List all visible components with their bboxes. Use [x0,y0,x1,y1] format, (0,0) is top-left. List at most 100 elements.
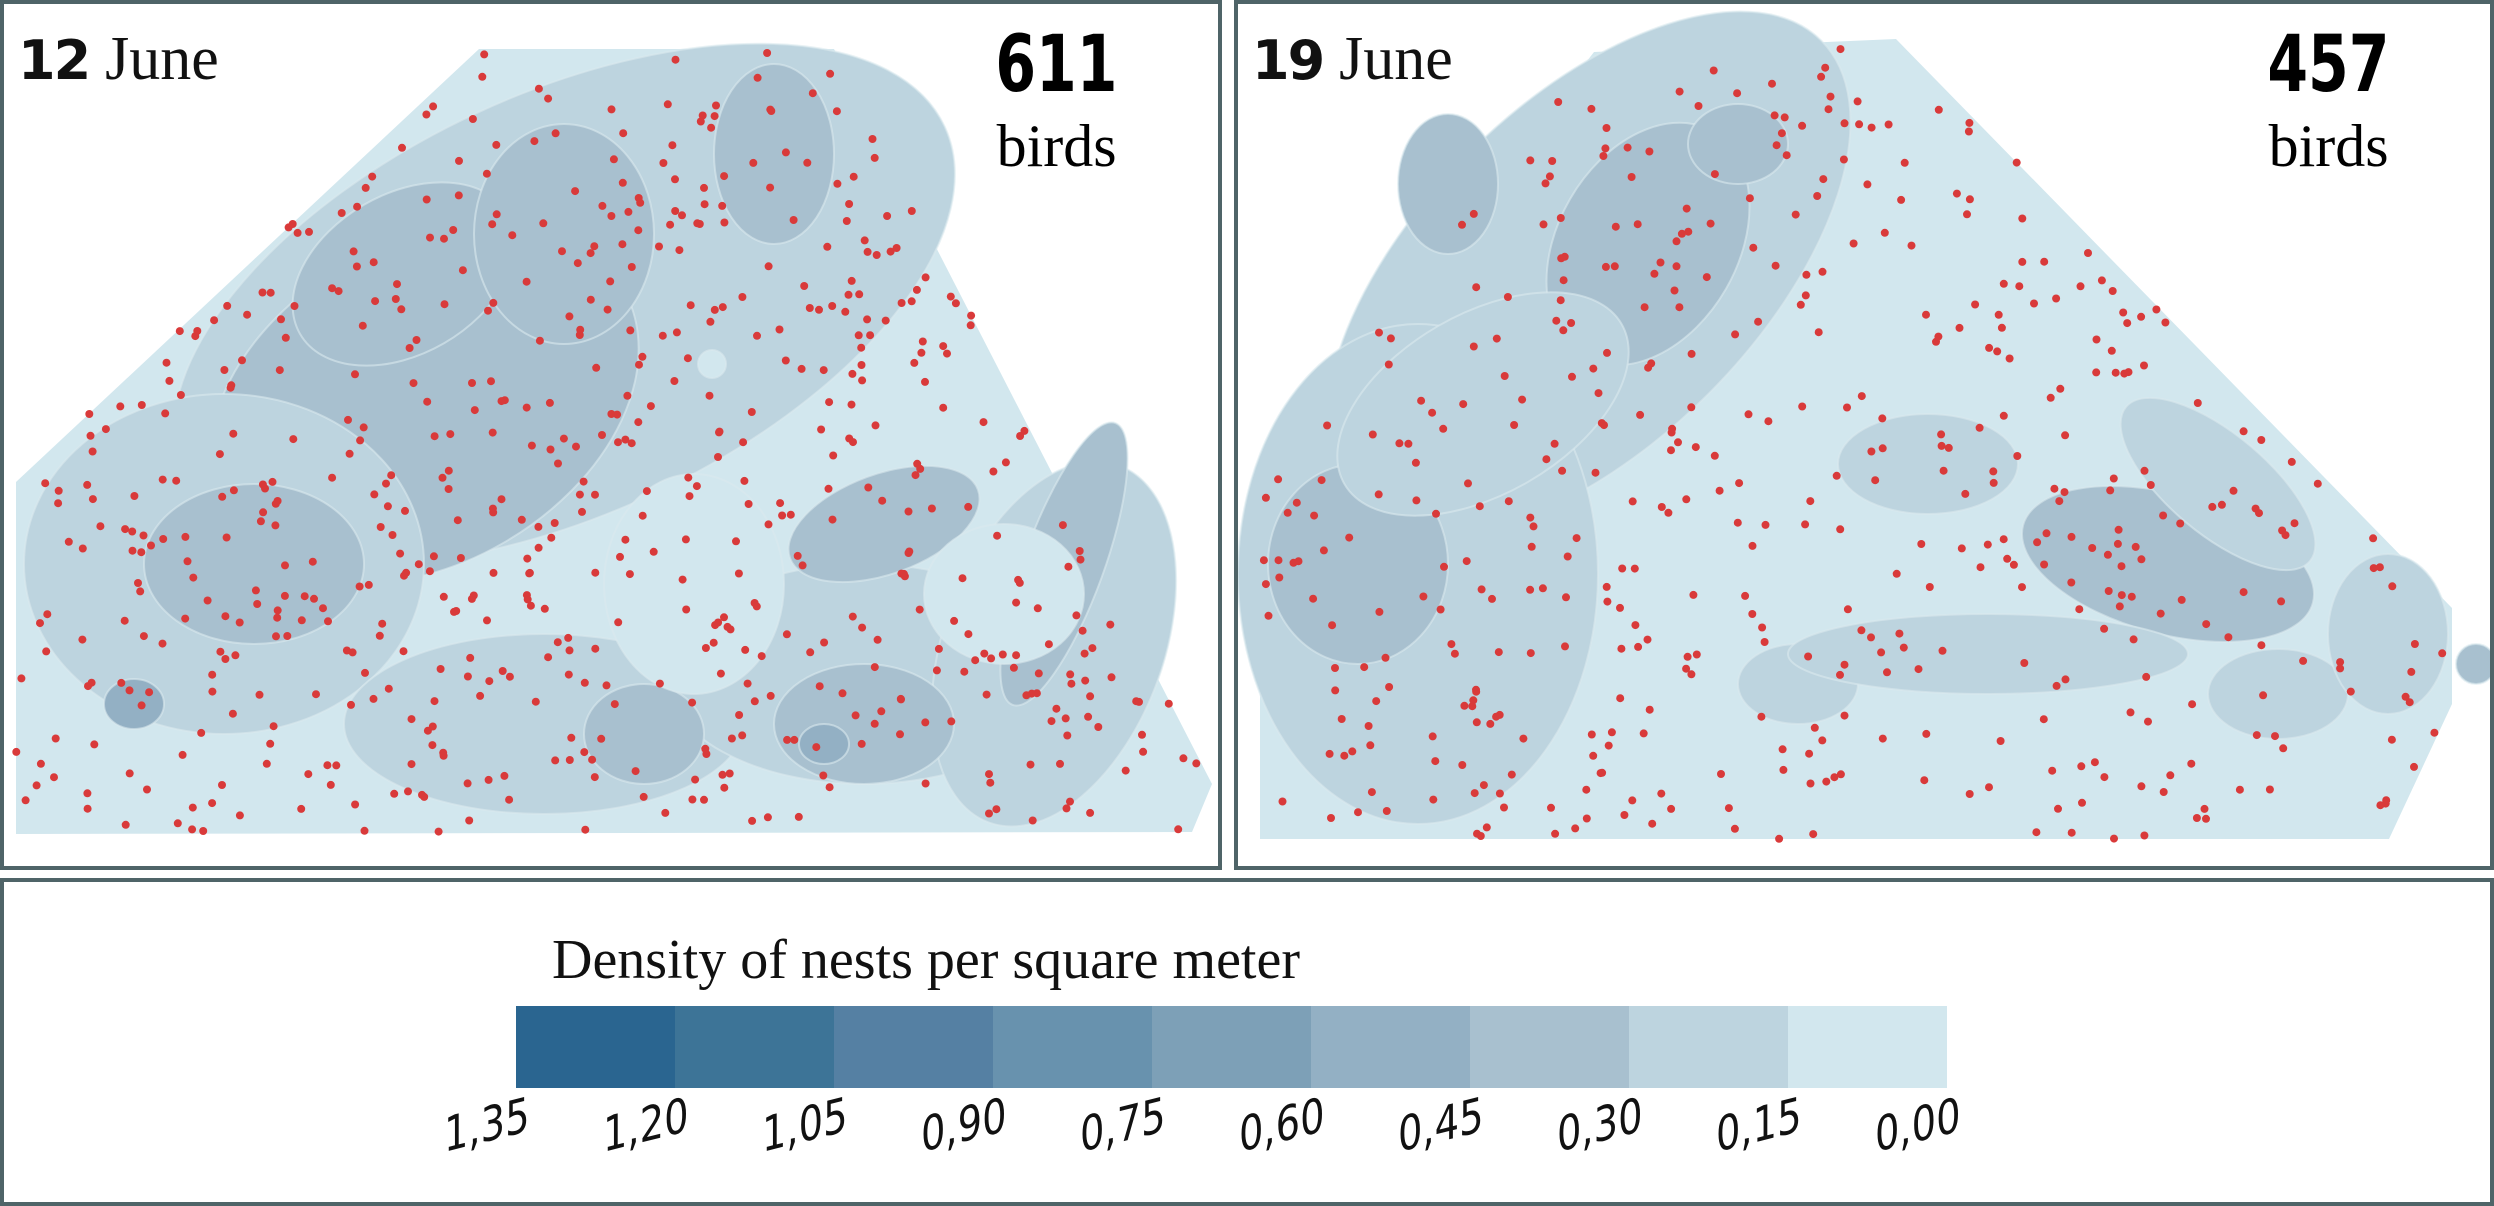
nest-point [2156,609,2165,618]
nest-point [534,543,543,552]
nest-point [1733,89,1742,98]
nest-point [1542,455,1551,464]
nest-point [598,431,606,439]
nest-point [2127,592,2136,601]
nest-point [375,631,384,640]
nest-point [1878,444,1887,453]
nest-point [655,679,664,688]
nest-point [1107,673,1116,682]
nest-point [1556,296,1565,305]
bird-count-value: 611 [995,20,1118,110]
nest-point [526,601,535,610]
nest-point [544,94,553,103]
nest-point [828,515,837,524]
nest-point [134,579,142,587]
nest-point [1094,723,1103,731]
nest-point [1975,423,1984,432]
nest-point [143,785,151,794]
nest-point [1855,120,1864,129]
nest-point [125,769,134,778]
scale-swatch [993,1006,1152,1088]
nest-point [304,770,313,779]
nest-point [2200,804,2209,813]
nest-point [2176,519,2185,528]
nest-point [500,771,509,780]
nest-point [734,569,743,578]
nest-point [1883,668,1891,677]
nest-point [197,728,206,737]
nest-point [726,625,735,634]
nest-point [539,219,548,228]
nest-point [671,175,679,184]
nest-point [78,635,87,644]
nest-point [525,568,534,577]
nest-point [208,799,217,808]
nest-point [2040,257,2049,266]
nest-point [565,646,574,655]
scale-swatch [1629,1006,1788,1088]
nest-point [256,517,265,526]
nest-point [982,690,991,699]
nest-point [500,396,509,405]
nest-point [1016,432,1025,440]
nest-point [1526,649,1535,658]
nest-point [54,486,63,495]
nest-point [319,604,327,613]
nest-point [1644,363,1653,372]
nest-point [527,441,536,450]
nest-point [2067,578,2076,587]
nest-point [2075,605,2084,614]
nest-point [1106,620,1115,629]
nest-point [597,734,606,743]
nest-point [2046,393,2055,402]
nest-point [1857,392,1866,401]
nest-point [1292,498,1301,507]
nest-point [993,531,1002,540]
nest-point [370,490,379,499]
nest-point [1884,120,1893,129]
nest-point [858,376,867,385]
nest-point [1582,785,1591,794]
nest-point [590,242,599,251]
nest-point [2060,488,2069,497]
nest-point [439,592,448,601]
nest-point [382,479,390,488]
scale-tick-label: 0,15 [1716,1086,1802,1164]
nest-point [1620,811,1629,819]
nest-point [1527,542,1536,551]
nest-point [2287,457,2296,466]
nest-point [466,653,475,662]
nest-point [805,304,814,312]
nest-point [671,55,680,64]
nest-point [2290,519,2299,528]
nest-point [272,632,280,641]
nest-point [1899,643,1908,652]
nest-point [2257,436,2266,444]
density-map [1238,10,2490,843]
nest-point [682,605,691,614]
density-legend: Density of nests per square meter 1,35 1,… [0,878,2494,1206]
nest-point [453,516,462,525]
nest-point [989,467,998,476]
scale-tick-label: 0,45 [1398,1086,1484,1164]
nest-point [1957,544,1966,553]
nest-point [1745,194,1754,203]
nest-point [485,677,494,686]
nest-point [857,739,866,748]
nest-point [672,328,681,337]
nest-point [681,535,690,544]
nest-point [939,403,948,412]
nest-point [1526,513,1535,522]
nest-point [297,616,306,625]
nest-point [2224,633,2233,642]
nest-point [1801,520,1810,529]
nest-point [269,722,278,731]
nest-point [578,507,586,516]
nest-point [1801,291,1810,300]
nest-point [1643,635,1652,644]
nest-point [714,453,722,461]
nest-point [470,406,479,415]
nest-point [183,557,192,566]
nest-point [358,321,367,330]
nest-point [572,442,580,451]
